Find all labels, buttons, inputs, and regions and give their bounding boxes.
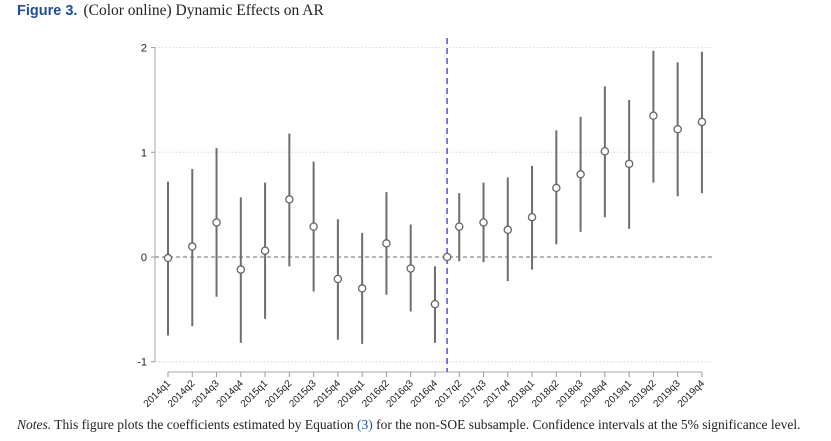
- point-estimate: [285, 195, 294, 204]
- figure-title: (Color online) Dynamic Effects on AR: [83, 2, 324, 19]
- point-estimate: [309, 222, 318, 231]
- figure-caption: Figure 3. (Color online) Dynamic Effects …: [17, 2, 324, 20]
- point-estimate: [649, 111, 658, 120]
- point-estimate: [382, 239, 391, 248]
- base-period-point: [442, 252, 452, 262]
- point-estimate: [236, 265, 246, 274]
- point-estimate: [697, 117, 707, 127]
- figure-notes: Notes. This figure plots the coefficient…: [17, 417, 800, 433]
- point-estimate: [163, 253, 173, 263]
- point-estimate: [552, 183, 561, 193]
- figure-label: Figure 3.: [17, 3, 78, 19]
- point-estimate: [503, 225, 513, 235]
- point-estimate: [406, 264, 415, 273]
- y-tick-label: 2: [141, 43, 147, 55]
- point-estimate: [333, 274, 343, 284]
- notes-text-before: This figure plots the coefficients estim…: [54, 417, 357, 432]
- y-tick-label: 1: [141, 147, 147, 159]
- y-tick-label: 0: [141, 252, 147, 264]
- point-estimate: [527, 212, 537, 222]
- point-estimate: [673, 125, 682, 134]
- point-estimate: [188, 242, 197, 251]
- point-estimate: [260, 246, 270, 255]
- notes-text-after: for the non-SOE subsample. Confidence in…: [372, 417, 801, 432]
- point-estimate: [479, 218, 488, 227]
- point-estimate: [454, 222, 464, 231]
- point-estimate: [212, 218, 221, 227]
- point-estimate: [430, 299, 440, 309]
- notes-lead: Notes.: [17, 417, 52, 432]
- equation-link[interactable]: (3): [356, 417, 373, 432]
- point-estimate: [624, 159, 634, 169]
- x-tick-label: 2019q4: [676, 378, 708, 410]
- point-estimate: [576, 170, 585, 179]
- y-tick-label: -1: [137, 357, 147, 369]
- point-estimate: [600, 147, 610, 156]
- point-estimate: [357, 284, 367, 293]
